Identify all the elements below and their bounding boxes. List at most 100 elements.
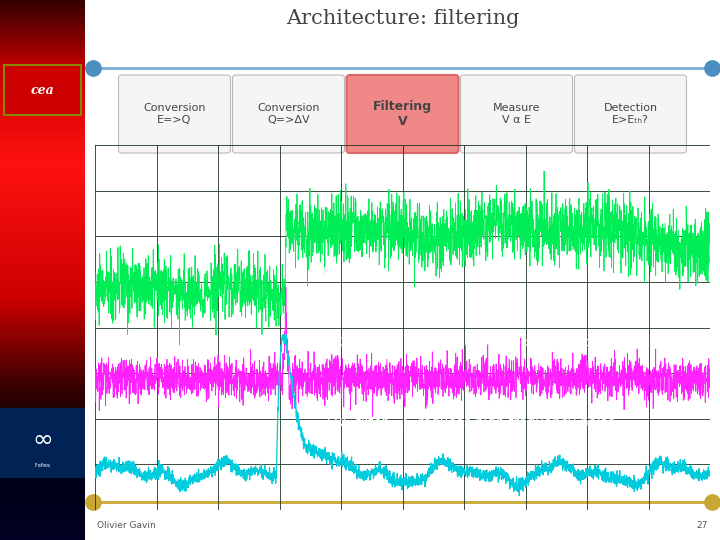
Bar: [0, 108, 85, 111]
Bar: [0, 462, 85, 464]
Bar: [0, 508, 85, 510]
Bar: [0, 310, 85, 313]
Bar: [0, 178, 85, 181]
Bar: [0, 140, 85, 143]
Bar: [0, 213, 85, 216]
Bar: [0, 300, 85, 302]
Text: Olivier Gavin: Olivier Gavin: [97, 522, 156, 530]
Bar: [0, 383, 85, 386]
Bar: [0, 200, 85, 202]
Bar: [0, 443, 85, 445]
Bar: [0, 286, 85, 289]
Bar: [0, 338, 85, 340]
Bar: [0, 416, 85, 418]
Bar: [0, 189, 85, 192]
Bar: [0, 500, 85, 502]
Bar: [0, 435, 85, 437]
FancyBboxPatch shape: [346, 75, 459, 153]
Bar: [0, 219, 85, 221]
Bar: [0, 256, 85, 259]
Bar: [0, 176, 85, 178]
Bar: [0, 127, 85, 130]
Bar: [0, 62, 85, 65]
Bar: [0, 270, 85, 273]
Bar: [0, 513, 85, 516]
Bar: [0, 329, 85, 332]
Bar: [0, 356, 85, 359]
Bar: [0, 3, 85, 5]
Bar: [0, 494, 85, 497]
Bar: [0, 294, 85, 297]
Bar: [0, 227, 85, 229]
Bar: [0, 278, 85, 281]
Bar: [0, 146, 85, 148]
Bar: [0, 51, 85, 54]
Bar: [0, 170, 85, 173]
Bar: [0, 316, 85, 319]
Bar: [0, 262, 85, 265]
Bar: [0, 427, 85, 429]
Bar: [0, 138, 85, 140]
Text: l'sfes: l'sfes: [35, 463, 50, 468]
Text: 27: 27: [697, 522, 708, 530]
Bar: [0, 454, 85, 456]
Bar: [0, 497, 85, 500]
Bar: [0, 22, 85, 24]
Bar: [0, 94, 85, 97]
Bar: [0, 162, 85, 165]
Bar: [0, 254, 85, 256]
Bar: [0, 16, 85, 19]
Bar: [0, 119, 85, 122]
Bar: [0, 375, 85, 378]
FancyBboxPatch shape: [233, 75, 344, 153]
Bar: [0, 392, 85, 394]
Bar: [0, 343, 85, 346]
Bar: [0, 405, 85, 408]
Bar: [0, 267, 85, 270]
Text: cea: cea: [31, 84, 55, 97]
Bar: [0, 281, 85, 284]
Bar: [0, 308, 85, 310]
Bar: [0, 292, 85, 294]
Bar: [0, 78, 85, 81]
Bar: [0, 251, 85, 254]
Bar: [0, 221, 85, 224]
Text: Conversion
E=>Q: Conversion E=>Q: [143, 103, 206, 125]
Bar: [0, 418, 85, 421]
Bar: [0, 135, 85, 138]
Bar: [0, 400, 85, 402]
Bar: [0, 49, 85, 51]
Text: ∞: ∞: [32, 428, 53, 451]
Bar: [0, 421, 85, 424]
Bar: [0, 167, 85, 170]
Bar: [0, 246, 85, 248]
Bar: [0, 259, 85, 262]
Bar: [0, 437, 85, 440]
Bar: [0, 340, 85, 343]
Bar: [0, 367, 85, 370]
Bar: [0, 205, 85, 208]
Bar: [0, 324, 85, 327]
Bar: [0, 448, 85, 451]
Bar: [0, 321, 85, 324]
Bar: [0, 192, 85, 194]
Bar: [0, 59, 85, 62]
Bar: [0, 364, 85, 367]
Bar: [4, 65, 81, 115]
Bar: [0, 359, 85, 362]
Bar: [0, 224, 85, 227]
Bar: [0, 103, 85, 105]
Text: +RC filter => reduces high frequency noise: +RC filter => reduces high frequency noi…: [323, 416, 615, 429]
FancyBboxPatch shape: [461, 75, 572, 153]
Bar: [0, 305, 85, 308]
Bar: [0, 92, 85, 94]
Bar: [0, 232, 85, 235]
Text: Filtering
V: Filtering V: [373, 100, 432, 128]
FancyBboxPatch shape: [119, 75, 230, 153]
Bar: [0, 381, 85, 383]
Bar: [0, 518, 85, 521]
Bar: [0, 354, 85, 356]
Bar: [0, 54, 85, 57]
Bar: [0, 24, 85, 27]
Text: No filtering: No filtering: [323, 266, 397, 279]
